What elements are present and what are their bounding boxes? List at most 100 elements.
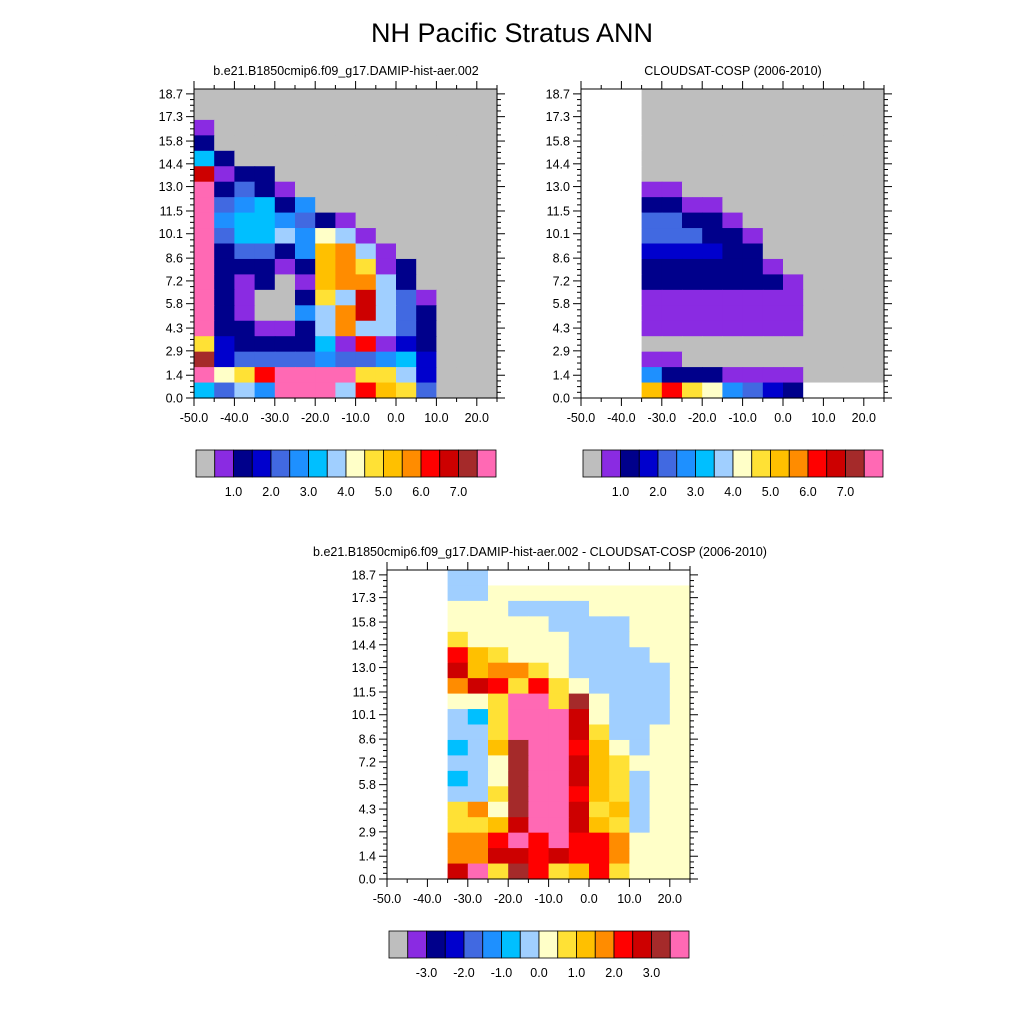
- model-cell: [416, 243, 437, 260]
- obs-cell: [702, 119, 723, 136]
- diff-cell: [649, 693, 671, 710]
- obs-ytick-label: 17.3: [546, 110, 570, 124]
- obs-cell: [803, 135, 824, 152]
- obs-cell: [823, 212, 845, 229]
- obs-cell: [722, 274, 744, 291]
- model-cell: [295, 89, 316, 106]
- model-cell: [234, 181, 256, 198]
- diff-cell: [508, 863, 529, 880]
- model-cell: [214, 212, 235, 229]
- obs-cell: [661, 382, 683, 399]
- diff-cell: [548, 770, 570, 787]
- obs-cell: [661, 351, 683, 368]
- diff-cell: [669, 848, 691, 865]
- diff-cell: [387, 755, 408, 772]
- obs-cell: [702, 89, 723, 106]
- obs-cell: [843, 382, 865, 399]
- obs-colorbar-swatch: [788, 449, 809, 478]
- diff-cell: [488, 631, 509, 648]
- model-cell: [214, 320, 235, 337]
- obs-cell: [581, 243, 602, 260]
- model-cell: [335, 104, 357, 121]
- obs-cell: [641, 367, 663, 384]
- diff-cell: [407, 739, 428, 756]
- diff-cell: [548, 786, 570, 803]
- model-cell: [416, 336, 437, 353]
- diff-ytick-label: 4.3: [359, 803, 376, 817]
- obs-cell: [823, 382, 845, 399]
- diff-cell: [427, 616, 449, 633]
- obs-cell: [783, 150, 804, 167]
- diff-cell: [669, 755, 691, 772]
- obs-cell: [601, 228, 622, 245]
- model-cell: [436, 212, 458, 229]
- obs-cell: [803, 150, 824, 167]
- diff-cell: [427, 863, 449, 880]
- model-cell: [375, 166, 397, 183]
- model-cell: [375, 135, 397, 152]
- diff-cell: [589, 570, 610, 587]
- model-cell: [254, 89, 276, 106]
- obs-cell: [682, 305, 703, 322]
- model-cell: [476, 305, 498, 322]
- obs-cell: [722, 104, 744, 121]
- obs-cell: [823, 351, 845, 368]
- model-cell: [214, 258, 235, 275]
- model-cell: [436, 228, 458, 245]
- obs-cell: [803, 274, 824, 291]
- diff-cell: [649, 739, 671, 756]
- model-cell: [274, 89, 296, 106]
- model-cell: [194, 166, 215, 183]
- model-cell: [416, 89, 437, 106]
- obs-xtick-label: 10.0: [811, 411, 835, 425]
- model-cell: [234, 336, 256, 353]
- obs-cell: [843, 367, 865, 384]
- model-cell: [355, 197, 377, 214]
- obs-cell: [702, 150, 723, 167]
- model-cell: [396, 367, 417, 384]
- model-cell: [335, 258, 357, 275]
- diff-cell: [609, 631, 630, 648]
- obs-cell: [722, 336, 744, 353]
- obs-cell: [601, 166, 622, 183]
- model-cell: [295, 289, 316, 306]
- model-cell: [295, 351, 316, 368]
- obs-cell: [621, 305, 643, 322]
- model-cell: [254, 228, 276, 245]
- model-cell: [194, 258, 215, 275]
- obs-cell: [661, 212, 683, 229]
- diff-cell: [548, 832, 570, 849]
- model-cell: [436, 181, 458, 198]
- model-cell: [476, 351, 498, 368]
- model-cell: [335, 212, 357, 229]
- obs-colorbar-swatch: [732, 449, 753, 478]
- obs-cell: [843, 181, 865, 198]
- model-cell: [234, 367, 256, 384]
- obs-cell: [863, 367, 885, 384]
- obs-cell: [641, 351, 663, 368]
- model-panel-title: b.e21.B1850cmip6.f09_g17.DAMIP-hist-aer.…: [213, 64, 478, 78]
- diff-cell: [548, 693, 570, 710]
- diff-colorbar-label: -3.0: [416, 966, 438, 980]
- model-cell: [396, 382, 417, 399]
- obs-cell: [823, 258, 845, 275]
- model-cell: [295, 305, 316, 322]
- diff-cell: [669, 709, 691, 726]
- model-cell: [476, 104, 498, 121]
- obs-cell: [581, 228, 602, 245]
- model-cell: [194, 289, 215, 306]
- diff-cell: [407, 709, 428, 726]
- model-cell: [355, 289, 377, 306]
- obs-cell: [742, 274, 764, 291]
- model-cell: [254, 367, 276, 384]
- obs-ytick-label: 2.9: [553, 344, 570, 358]
- diff-cell: [629, 724, 651, 741]
- obs-cell: [661, 150, 683, 167]
- diff-cell: [568, 801, 590, 818]
- diff-cell: [508, 693, 529, 710]
- obs-cell: [601, 243, 622, 260]
- model-cell: [254, 212, 276, 229]
- diff-cell: [589, 709, 610, 726]
- obs-colorbar-swatch: [695, 449, 715, 478]
- diff-cell: [629, 786, 651, 803]
